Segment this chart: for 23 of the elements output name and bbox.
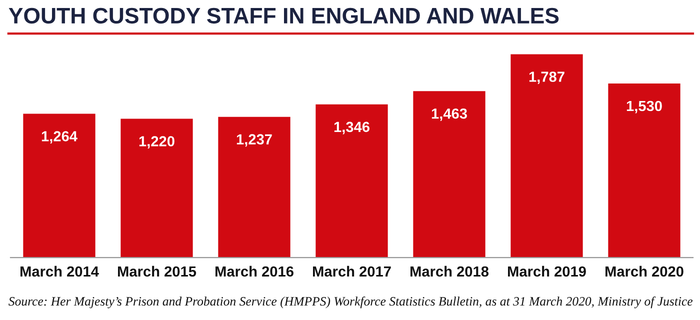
bar <box>608 83 680 258</box>
data-label: 1,237 <box>236 134 272 147</box>
bar <box>510 54 583 258</box>
bar <box>120 118 193 258</box>
data-label: 1,463 <box>432 108 467 121</box>
bar <box>316 104 388 258</box>
data-label: 1,530 <box>626 100 662 114</box>
x-tick-label: March 2018 <box>410 266 489 277</box>
bar <box>413 91 486 258</box>
data-label: 1,220 <box>139 136 174 149</box>
x-tick-label: March 2017 <box>313 266 391 277</box>
x-tick-label: March 2016 <box>216 266 294 277</box>
x-tick-label: March 2015 <box>118 266 196 277</box>
data-label: 1,787 <box>529 72 564 84</box>
bar <box>23 114 96 258</box>
x-tick-label: March 2019 <box>508 266 586 277</box>
bar <box>218 116 290 258</box>
source-note: Source: Her Majesty’s Prison and Probation Service (HMPPS) Workforce Statistics Bulletin, as at 31 March 2020, Ministry of Justice <box>8 296 693 308</box>
data-label: 1,346 <box>334 122 370 134</box>
x-tick-label: March 2014 <box>20 266 99 277</box>
data-label: 1,264 <box>42 131 78 144</box>
x-tick-label: March 2020 <box>606 266 684 277</box>
chart-title: YOUTH CUSTODY STAFF IN ENGLAND AND WALES <box>8 8 559 24</box>
